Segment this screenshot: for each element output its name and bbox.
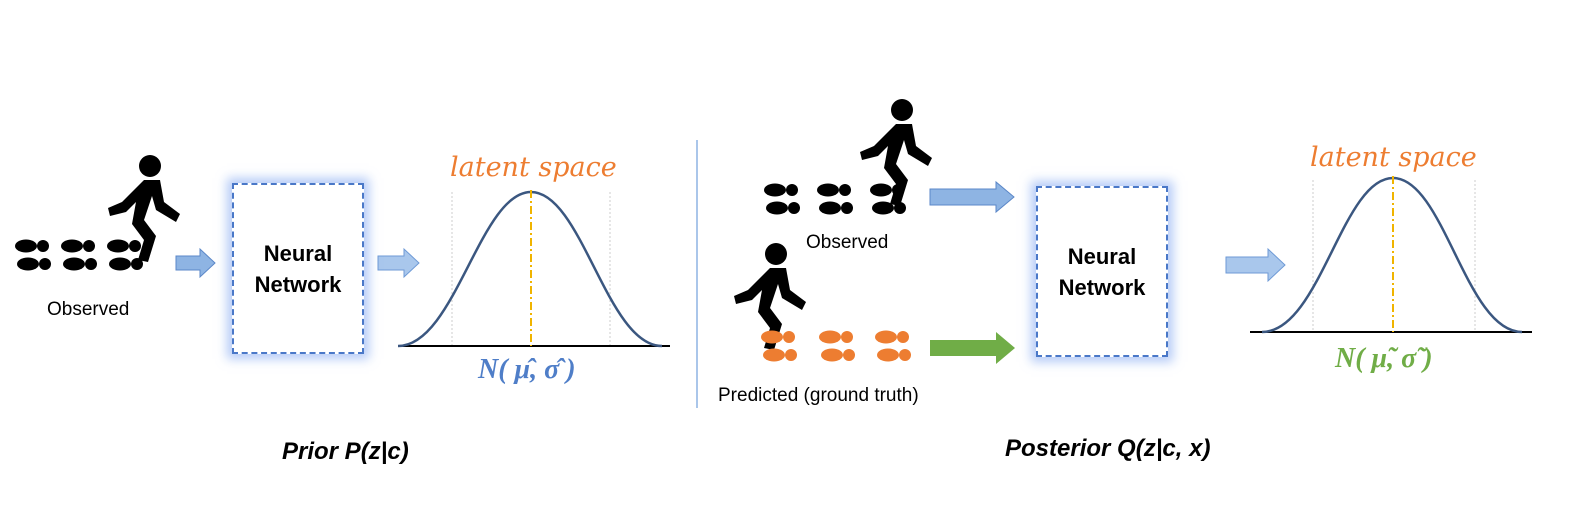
posterior-caption: Posterior Q(z|c, x) xyxy=(1005,435,1211,462)
posterior-neural-network-box: Neural Network xyxy=(1036,186,1168,357)
posterior-network-label: Neural Network xyxy=(1058,243,1146,300)
prior-network-label: Neural Network xyxy=(254,240,342,297)
right-arrow-icon xyxy=(377,247,420,279)
prior-distribution-label: N( μ̂, σ̂ ) xyxy=(478,354,576,385)
prior-caption: Prior P(z|c) xyxy=(282,438,409,465)
gaussian-curve-icon xyxy=(1250,176,1532,334)
prior-latent-label: latent space xyxy=(450,152,617,183)
predicted-footprints-icon xyxy=(761,330,911,362)
posterior-observed-label: Observed xyxy=(806,232,889,253)
prior-observed-label: Observed xyxy=(47,299,130,320)
posterior-latent-label: latent space xyxy=(1310,142,1477,173)
observed-footprints-icon xyxy=(15,239,143,271)
right-arrow-icon xyxy=(1225,247,1286,283)
right-arrow-icon xyxy=(175,247,216,279)
posterior-predicted-label: Predicted (ground truth) xyxy=(718,385,919,406)
right-arrow-icon xyxy=(929,180,1015,214)
observed-footprints-icon xyxy=(764,183,906,215)
right-arrow-icon xyxy=(930,332,1015,364)
gaussian-curve-icon xyxy=(397,190,670,348)
prior-neural-network-box: Neural Network xyxy=(232,183,364,354)
posterior-distribution-label: N( μ̃, σ̃ ) xyxy=(1335,343,1433,374)
